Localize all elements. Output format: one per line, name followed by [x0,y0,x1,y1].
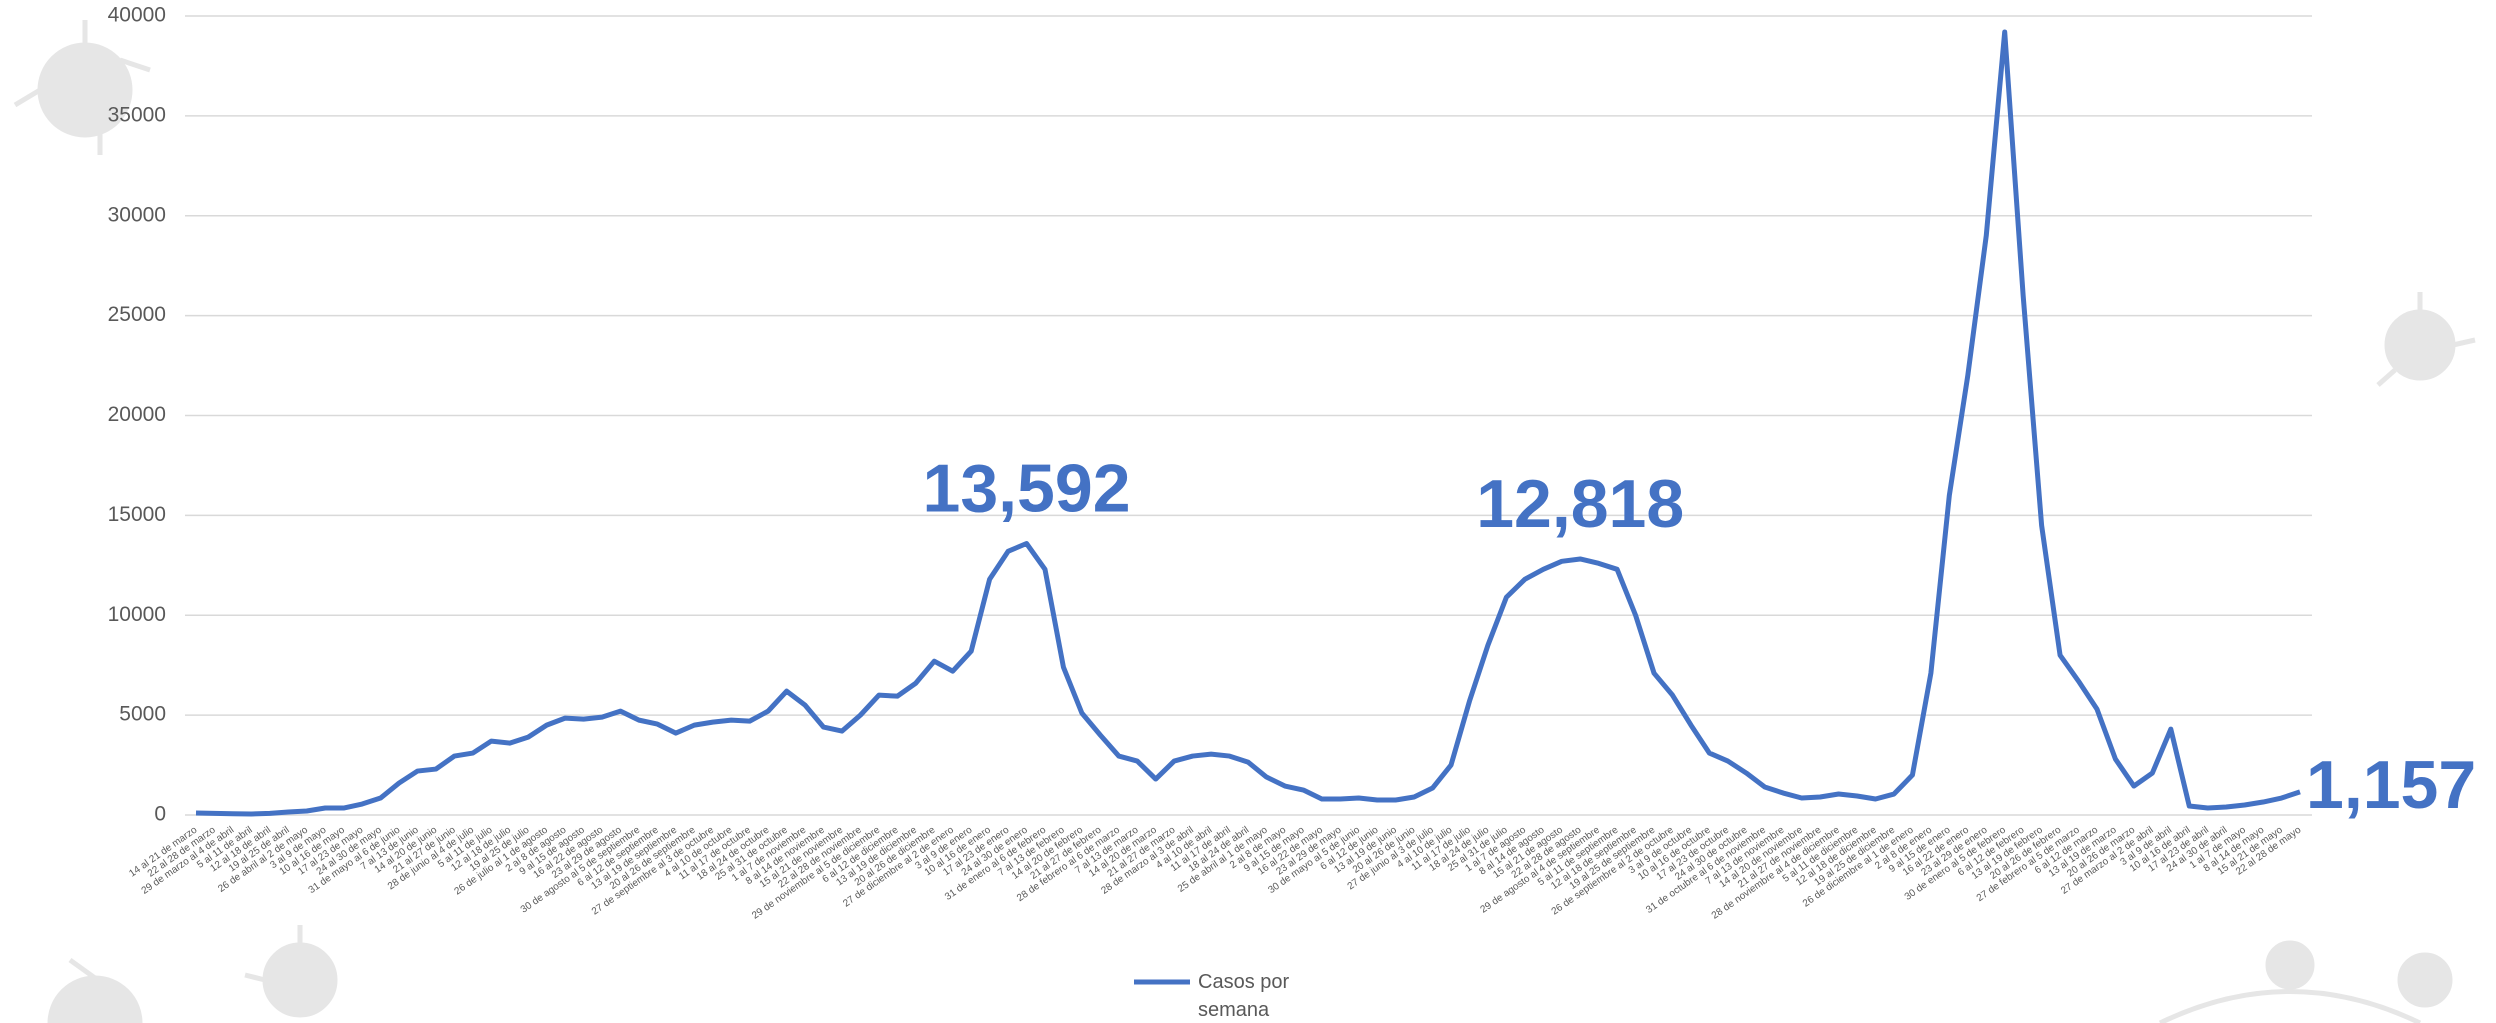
legend-label: Casos por semana [1198,971,1290,1021]
decoration [13,20,2476,1023]
legend: Casos por semana [1132,968,1328,1023]
y-tick-label: 20000 [108,403,166,426]
value-label: 13,592 [923,450,1131,526]
y-tick-label: 35000 [108,103,166,126]
y-tick-label: 5000 [119,703,166,726]
y-tick-label: 30000 [108,203,166,226]
value-label: 12,818 [1476,466,1684,542]
y-tick-label: 15000 [108,503,166,526]
y-tick-label: 40000 [108,4,166,27]
y-tick-label: 25000 [108,303,166,326]
series-line [195,29,2301,817]
y-tick-label: 0 [154,803,166,826]
value-label: 1,157 [2306,747,2476,823]
y-tick-label: 10000 [108,603,166,626]
legend-swatch [1134,979,1190,985]
